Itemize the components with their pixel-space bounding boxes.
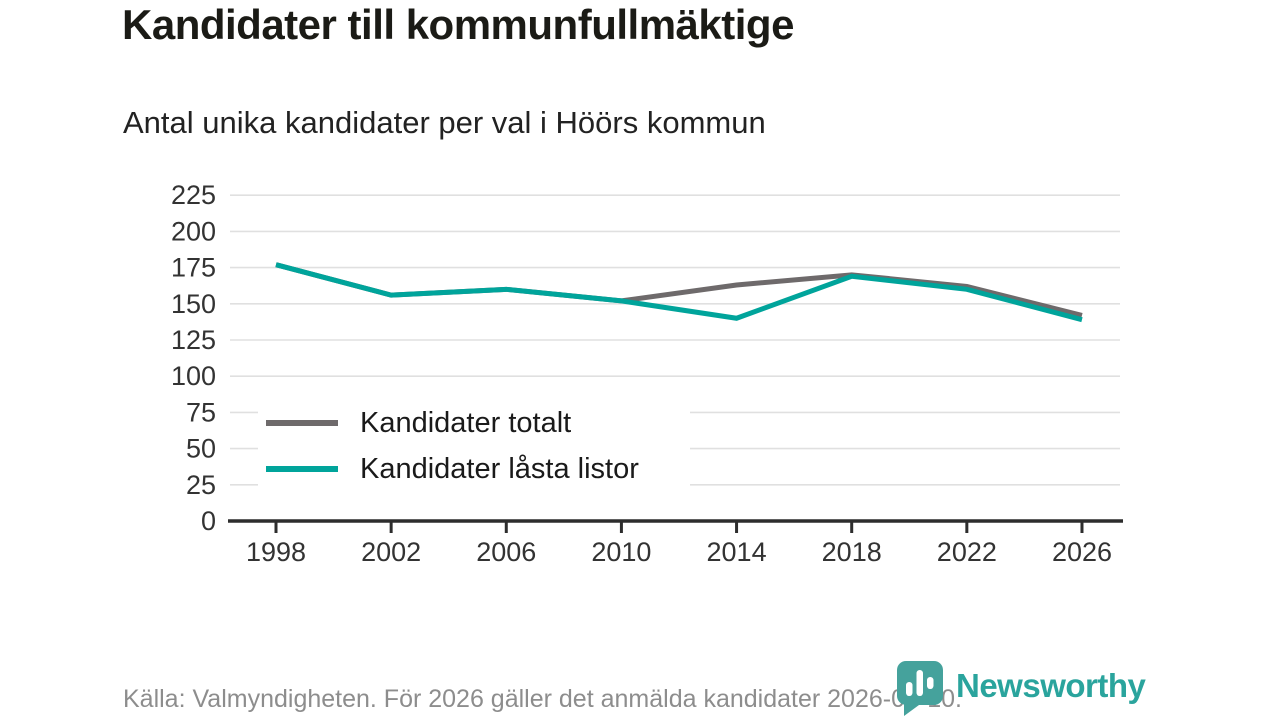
x-axis-tick-label: 2010 <box>591 537 651 567</box>
y-axis-tick-label: 75 <box>186 397 216 427</box>
y-axis-tick-label: 100 <box>171 361 216 391</box>
chart-subtitle: Antal unika kandidater per val i Höörs k… <box>123 105 766 140</box>
y-axis-tick-label: 50 <box>186 434 216 464</box>
series-line-locked-lists <box>275 262 1083 323</box>
source-note: Källa: Valmyndigheten. För 2026 gäller d… <box>123 685 962 713</box>
y-axis-tick-label: 25 <box>186 470 216 500</box>
legend-item-locked-lists: Kandidater låsta listor <box>258 453 690 486</box>
x-axis-tick-label: 2014 <box>707 537 767 567</box>
y-axis-tick-label: 175 <box>171 253 216 283</box>
y-axis-tick-label: 125 <box>171 325 216 355</box>
legend-swatch-locked-lists <box>266 466 338 472</box>
y-axis-tick-label: 0 <box>201 506 216 536</box>
legend-label-total: Kandidater totalt <box>360 406 572 439</box>
legend-item-total: Kandidater totalt <box>258 407 690 440</box>
newsworthy-logo: Newsworthy <box>897 660 1146 717</box>
x-axis-tick-label: 1998 <box>246 537 306 567</box>
newsworthy-wordmark: Newsworthy <box>956 667 1146 704</box>
chart-legend: Kandidater totalt Kandidater låsta listo… <box>258 398 690 494</box>
newsworthy-logo-icon <box>897 661 943 716</box>
y-axis-tick-label: 200 <box>171 216 216 246</box>
y-axis-tick-label: 150 <box>171 289 216 319</box>
x-axis-tick-label: 2026 <box>1052 537 1112 567</box>
y-axis-tick-label: 225 <box>171 180 216 210</box>
x-axis-tick-label: 2022 <box>937 537 997 567</box>
x-axis-tick-label: 2002 <box>361 537 421 567</box>
legend-swatch-total <box>266 420 338 426</box>
chart-title: Kandidater till kommunfullmäktige <box>122 1 794 48</box>
x-axis-tick-label: 2018 <box>822 537 882 567</box>
legend-label-locked-lists: Kandidater låsta listor <box>360 452 639 485</box>
x-axis-tick-label: 2006 <box>476 537 536 567</box>
